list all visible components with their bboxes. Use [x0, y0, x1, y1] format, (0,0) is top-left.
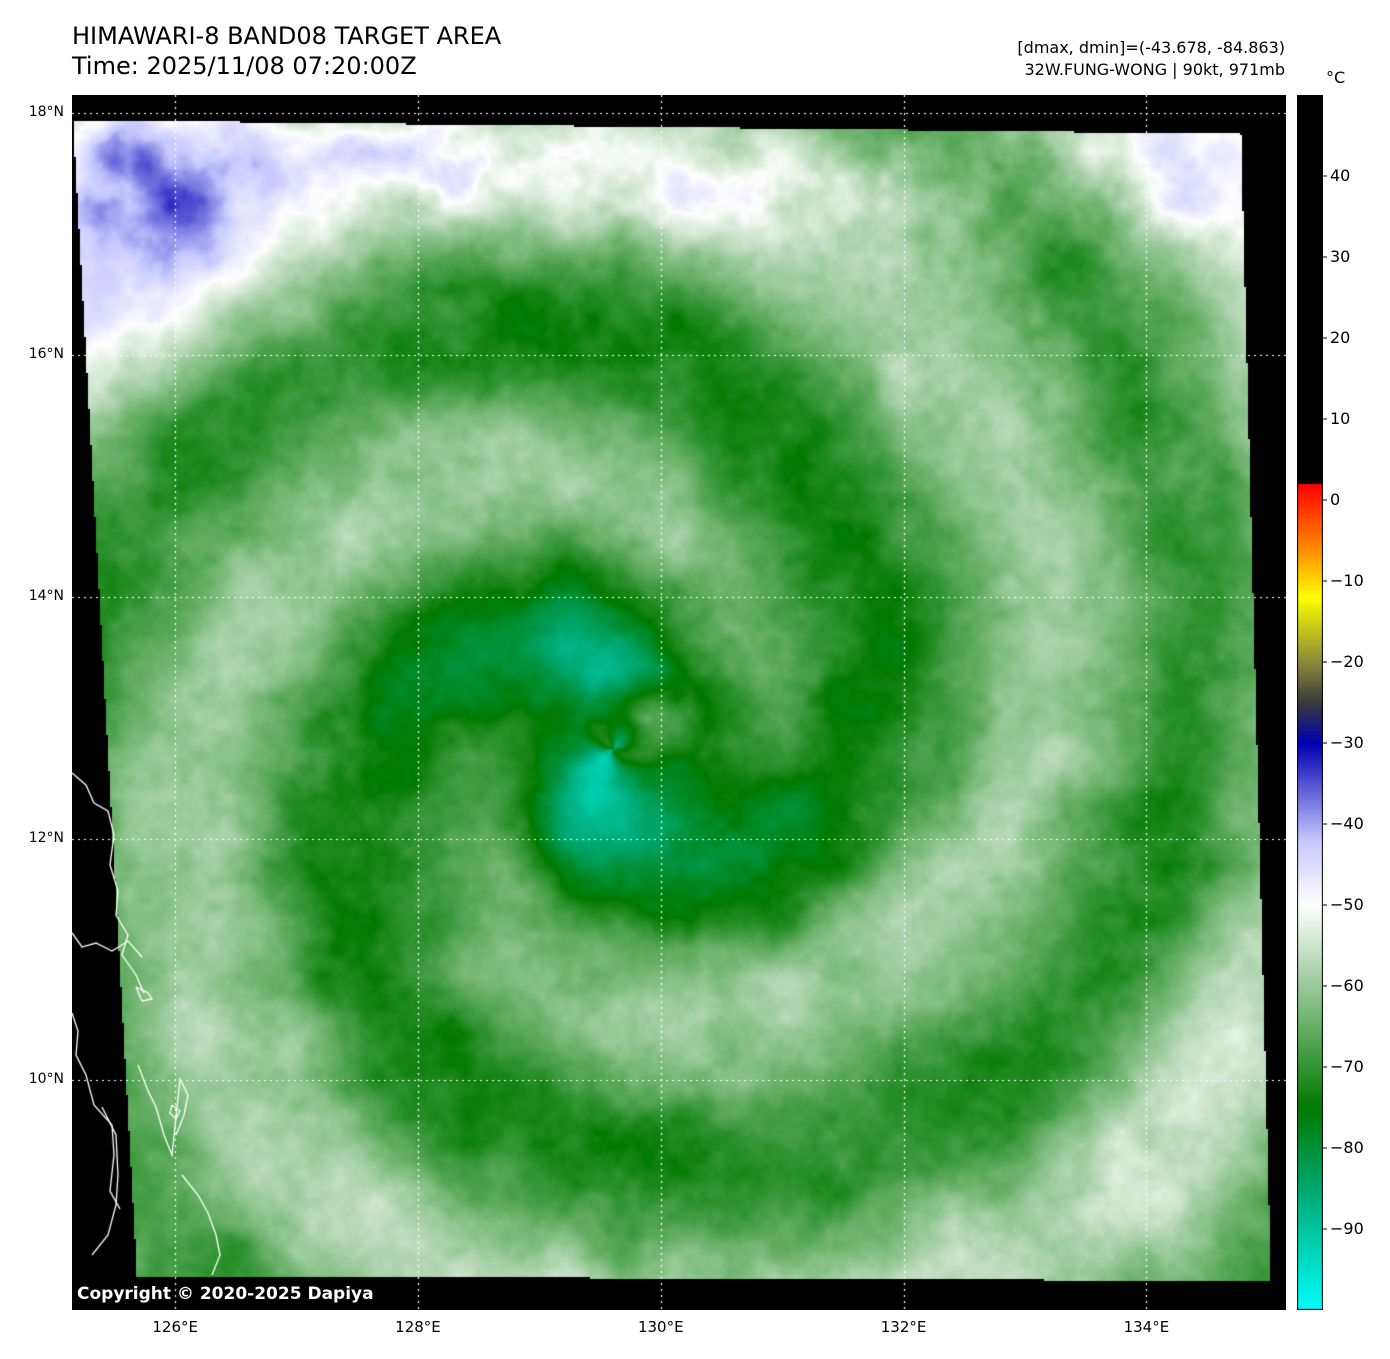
latitude-label: 12°N: [28, 829, 64, 846]
colorbar-tick-label: −90: [1330, 1219, 1364, 1238]
temperature-colorbar: [1297, 95, 1323, 1310]
colorbar-tick-label: 30: [1330, 247, 1351, 266]
longitude-label: 134°E: [1123, 1318, 1170, 1336]
colorbar-unit: °C: [1326, 68, 1346, 87]
colorbar-tick-label: −70: [1330, 1057, 1364, 1076]
longitude-label: 126°E: [152, 1318, 198, 1336]
longitude-label: 128°E: [395, 1318, 441, 1336]
colorbar-tick-label: −30: [1330, 733, 1364, 752]
value-range-readout: [dmax, dmin]=(-43.678, -84.863): [1017, 38, 1285, 57]
copyright-notice: Copyright © 2020-2025 Dapiya: [77, 1284, 374, 1304]
satellite-imagery-map: [72, 95, 1286, 1310]
colorbar-tick-label: −50: [1330, 895, 1364, 914]
colorbar-tick-label: −60: [1330, 976, 1364, 995]
latitude-label: 16°N: [28, 345, 64, 362]
colorbar-tick-label: −20: [1330, 652, 1364, 671]
observation-time: Time: 2025/11/08 07:20:00Z: [72, 52, 417, 80]
colorbar-tick-label: 40: [1330, 166, 1351, 185]
latitude-label: 18°N: [28, 104, 64, 121]
longitude-label: 132°E: [880, 1318, 927, 1336]
colorbar-tick-label: −80: [1330, 1138, 1364, 1157]
colorbar-tick-label: −40: [1330, 814, 1364, 833]
chart-title: HIMAWARI-8 BAND08 TARGET AREA: [72, 22, 502, 50]
latitude-label: 10°N: [28, 1071, 64, 1088]
colorbar-tick-label: 20: [1330, 328, 1351, 347]
latitude-label: 14°N: [28, 587, 64, 604]
longitude-label: 130°E: [637, 1318, 684, 1336]
storm-info: 32W.FUNG-WONG | 90kt, 971mb: [1024, 60, 1285, 79]
colorbar-tick-marks: [1323, 175, 1327, 1230]
colorbar-tick-label: −10: [1330, 571, 1364, 590]
colorbar-tick-label: 10: [1330, 409, 1351, 428]
colorbar-tick-label: 0: [1330, 490, 1341, 509]
